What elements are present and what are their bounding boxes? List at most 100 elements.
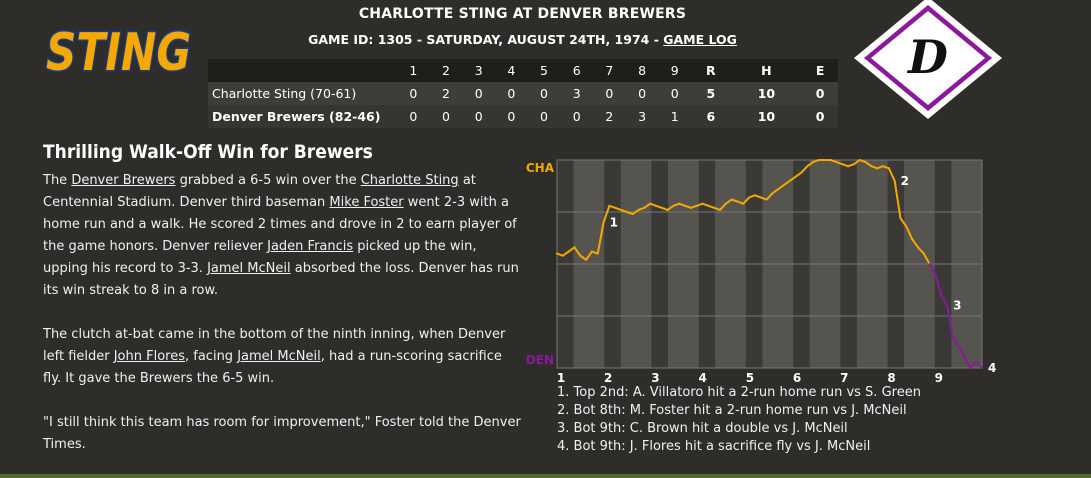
x-tick-label: 3 [651, 371, 659, 385]
win-probability-segment [806, 161, 815, 168]
win-probability-segment [783, 179, 791, 186]
text: , had a run-scoring sacrifice fly. It ga… [43, 349, 502, 386]
win-probability-segment [625, 211, 634, 216]
win-probability-segment [876, 165, 885, 170]
inning-4-header: 4 [507, 63, 516, 78]
game-title: CHARLOTTE STING AT DENVER BREWERS [358, 6, 687, 22]
home-inning-5: 0 [540, 109, 548, 124]
win-probability-segment [882, 165, 890, 170]
player-link-jaden-francis[interactable]: Jaden Francis [267, 239, 354, 254]
win-probability-segment [841, 163, 850, 168]
hits-header: H [761, 63, 772, 78]
linescore-header-row: 1 2 3 4 5 6 7 8 9 R H E [208, 59, 838, 82]
inning-6-header: 6 [572, 63, 581, 78]
x-tick-label: 1 [557, 371, 565, 385]
win-probability-segment [643, 202, 652, 209]
article-paragraph: The clutch at-bat came in the bottom of … [43, 324, 523, 390]
event-marker-label: 3 [953, 299, 961, 313]
away-inning-7: 0 [605, 86, 614, 101]
x-tick-label: 4 [698, 371, 706, 385]
sting-logo-text: STING [46, 23, 191, 83]
team-link-charlotte[interactable]: Charlotte Sting [360, 173, 459, 188]
key-event-item: 1. Top 2nd: A. Villatoro hit a 2-run hom… [557, 385, 921, 400]
x-tick-label: 9 [935, 371, 943, 385]
win-probability-segment [765, 192, 774, 201]
text: grabbed a 6-5 win over the [175, 173, 361, 188]
win-probability-segment [812, 159, 820, 164]
player-link-mike-foster[interactable]: Mike Foster [329, 195, 404, 210]
player-link-john-flores[interactable]: John Flores [113, 349, 185, 364]
win-probability-segment [724, 198, 733, 205]
inning-9-header: 9 [670, 63, 679, 78]
player-link-jamel-mcneil[interactable]: Jamel McNeil [237, 349, 321, 364]
win-probability-segment [579, 254, 588, 261]
linescore-row-home: Denver Brewers (82-46) 0 0 0 0 0 0 2 3 1… [208, 105, 838, 128]
linescore-row-away: Charlotte Sting (70-61) 0 2 0 0 0 3 0 0 … [208, 82, 838, 105]
home-inning-8: 3 [638, 109, 647, 124]
event-marker-label: 1 [610, 215, 618, 229]
x-tick-label: 8 [887, 371, 895, 385]
win-probability-segment [684, 204, 692, 209]
home-team-axis-label: DEN [526, 353, 554, 367]
inning-5-header: 5 [540, 63, 548, 78]
plot-border [556, 159, 983, 369]
home-inning-9: 1 [670, 109, 679, 124]
linescore-corner [208, 59, 397, 82]
win-probability-segment [608, 204, 617, 209]
inning-3-header: 3 [474, 63, 483, 78]
win-probability-segment [963, 356, 972, 369]
win-probability-segment [858, 159, 867, 164]
away-inning-3: 0 [474, 86, 483, 101]
inning-2-header: 2 [442, 63, 450, 78]
game-log-link[interactable]: GAME LOG [663, 32, 737, 47]
win-probability-segment [771, 188, 780, 195]
text: picked up the win, upping his record to … [43, 239, 477, 276]
win-probability-segment [678, 202, 687, 207]
away-inning-2: 2 [442, 86, 450, 101]
home-hits: 10 [757, 109, 776, 124]
win-probability-segment [695, 202, 704, 207]
win-probability-segment [631, 208, 640, 216]
win-probability-segment [672, 202, 681, 207]
home-inning-4: 0 [507, 109, 516, 124]
win-probability-segment [707, 204, 716, 209]
win-probability-segment [585, 250, 593, 261]
key-event-item: 2. Bot 8th: M. Foster hit a 2-run home r… [557, 403, 907, 418]
away-inning-9: 0 [670, 86, 679, 101]
away-runs: 5 [706, 86, 716, 101]
win-probability-segment [887, 167, 896, 182]
win-probability-segment [701, 202, 710, 207]
text: The [43, 173, 72, 188]
away-hits: 10 [757, 86, 776, 101]
x-tick-label: 7 [840, 371, 848, 385]
win-probability-segment [736, 200, 745, 205]
win-probability-segment [922, 252, 931, 265]
away-inning-6: 3 [572, 86, 581, 101]
win-probability-segment [969, 360, 978, 369]
away-team-name: Charlotte Sting (70-61) [212, 86, 357, 101]
away-inning-8: 0 [638, 86, 647, 101]
win-probability-segment [561, 250, 570, 257]
win-probability-segment [911, 238, 919, 249]
team-link-denver[interactable]: Denver Brewers [71, 173, 176, 188]
win-probability-segment [556, 252, 564, 257]
win-probability-segment [847, 163, 855, 168]
text: went 2-3 with a home run and a walk. He … [43, 195, 517, 254]
win-probability-segment [748, 194, 756, 199]
away-inning-1: 0 [409, 86, 418, 101]
win-probability-segment [666, 204, 675, 211]
brewers-logo-letter: D [906, 30, 948, 84]
x-tick-label: 6 [793, 371, 801, 385]
inning-8-header: 8 [638, 63, 647, 78]
home-inning-7: 2 [605, 109, 614, 124]
article-headline: Thrilling Walk-Off Win for Brewers [43, 141, 373, 163]
win-probability-segment [916, 246, 925, 255]
win-probability-segment [602, 204, 611, 224]
win-probability-segment [951, 335, 960, 349]
win-probability-segment [742, 196, 751, 205]
text: absorbed the loss. Denver has run its wi… [43, 261, 519, 298]
player-link-jamel-mcneil[interactable]: Jamel McNeil [207, 261, 291, 276]
win-probability-segment [870, 165, 879, 170]
win-probability-segment [905, 225, 914, 241]
win-probability-segment [893, 179, 902, 220]
